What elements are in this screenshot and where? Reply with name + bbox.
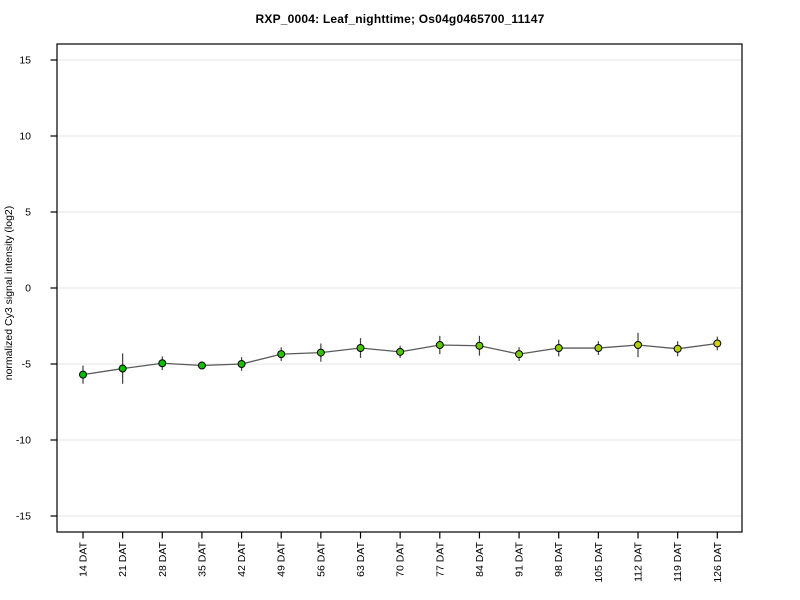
- x-tick-label: 35 DAT: [196, 541, 208, 576]
- x-tick-label: 84 DAT: [474, 541, 486, 576]
- x-tick-label: 42 DAT: [236, 541, 248, 576]
- x-tick-label: 119 DAT: [672, 541, 684, 581]
- y-tick-label: -15: [16, 511, 31, 523]
- data-point: [197, 361, 206, 370]
- data-point: [356, 344, 365, 353]
- x-tick-label: 14 DAT: [78, 541, 90, 576]
- data-point: [554, 344, 563, 353]
- y-tick-label: 0: [25, 283, 31, 295]
- data-point: [713, 339, 722, 348]
- x-tick-label: 126 DAT: [712, 541, 724, 582]
- data-point: [158, 359, 167, 368]
- data-point: [634, 341, 643, 349]
- x-tick-label: 56 DAT: [315, 541, 327, 576]
- x-tick-label: 77 DAT: [434, 541, 446, 576]
- data-point: [673, 344, 682, 353]
- x-tick-label: 28 DAT: [157, 541, 169, 576]
- x-tick-label: 70 DAT: [395, 541, 407, 576]
- x-tick-label: 21 DAT: [117, 541, 129, 576]
- y-axis-title: normalized Cy3 signal intensity (log2): [3, 206, 15, 381]
- data-point: [79, 370, 87, 379]
- y-tick-label: -10: [16, 435, 31, 447]
- data-point: [396, 347, 405, 356]
- y-tick-label: 5: [25, 207, 31, 219]
- x-tick-label: 98 DAT: [553, 541, 565, 576]
- data-point: [435, 341, 444, 349]
- x-tick-label: 105 DAT: [593, 541, 605, 582]
- y-tick-label: 15: [19, 55, 31, 67]
- y-tick-label: 10: [19, 131, 31, 143]
- x-tick-label: 91 DAT: [514, 541, 526, 576]
- data-point: [316, 348, 325, 357]
- data-point: [277, 350, 286, 359]
- data-point: [594, 344, 603, 353]
- x-tick-label: 63 DAT: [355, 541, 367, 576]
- x-tick-label: 112 DAT: [633, 541, 645, 581]
- x-tick-label: 49 DAT: [276, 541, 288, 576]
- data-point: [515, 350, 524, 359]
- chart-title: RXP_0004: Leaf_nighttime; Os04g0465700_1…: [255, 12, 545, 26]
- y-tick-label: -5: [22, 359, 31, 371]
- data-point: [475, 341, 484, 350]
- data-point: [118, 364, 127, 373]
- data-point: [237, 360, 246, 368]
